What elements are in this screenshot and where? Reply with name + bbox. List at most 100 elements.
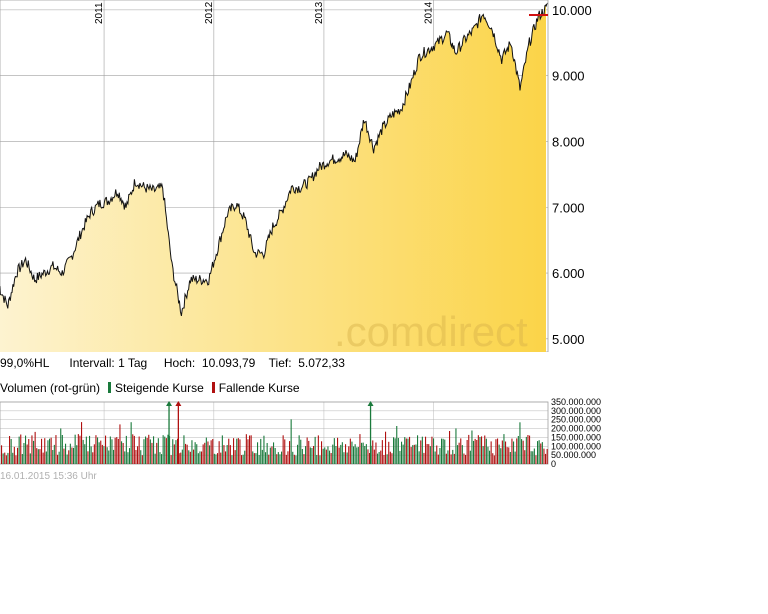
- volume-bar: [268, 454, 270, 464]
- volume-bar: [117, 438, 119, 464]
- volume-bar: [82, 439, 84, 464]
- volume-bar: [514, 451, 516, 464]
- volume-bar: [466, 440, 468, 464]
- volume-bar: [391, 453, 393, 464]
- volume-bar: [241, 455, 243, 464]
- volume-bar: [34, 431, 36, 464]
- volume-bar: [314, 436, 316, 464]
- volume-bar: [380, 450, 382, 464]
- volume-bar: [197, 453, 199, 464]
- volume-bar: [181, 449, 183, 464]
- volume-bar: [74, 434, 76, 464]
- volume-bar: [313, 446, 315, 464]
- volume-bar: [173, 444, 175, 464]
- volume-tick-labels: 350.000.000300.000.000250.000.000200.000…: [551, 398, 601, 468]
- volume-bar: [365, 444, 367, 464]
- price-area: [0, 4, 547, 352]
- volume-bar: [154, 453, 156, 464]
- volume-bar: [61, 435, 63, 464]
- volume-bar: [31, 435, 33, 464]
- volume-bar: [79, 435, 81, 464]
- volume-bar: [93, 444, 95, 464]
- volume-bar: [2, 453, 4, 464]
- volume-bar: [546, 449, 548, 464]
- volume-bar: [77, 434, 79, 464]
- volume-bar: [433, 438, 435, 464]
- volume-bar: [461, 445, 463, 464]
- volume-bar: [353, 446, 355, 464]
- volume-bar: [409, 436, 411, 464]
- volume-bar: [89, 435, 91, 464]
- y-tick-label: 5.000: [552, 332, 585, 347]
- volume-bar: [149, 439, 151, 464]
- volume-bar: [276, 454, 278, 464]
- volume-bar: [165, 438, 167, 464]
- volume-bar: [498, 444, 500, 464]
- volume-bar: [281, 451, 283, 464]
- volume-bar: [133, 435, 135, 464]
- low-value: 5.072,33: [298, 356, 345, 370]
- volume-bar: [196, 444, 198, 464]
- volume-bar: [533, 448, 535, 464]
- volume-bar: [135, 450, 137, 464]
- volume-bar: [465, 454, 467, 464]
- volume-bar: [269, 447, 271, 464]
- volume-bar: [183, 435, 185, 464]
- volume-bar: [36, 448, 38, 464]
- volume-bar: [39, 449, 41, 464]
- volume-bar: [199, 451, 201, 464]
- volume-bar: [143, 439, 145, 464]
- volume-bar: [71, 447, 73, 464]
- volume-bar: [146, 438, 148, 464]
- volume-bar: [364, 446, 366, 464]
- volume-bar: [442, 438, 444, 464]
- volume-bar: [81, 422, 83, 464]
- volume-bar: [295, 455, 297, 464]
- volume-bar: [362, 442, 364, 464]
- volume-bar: [217, 453, 219, 464]
- volume-bar: [156, 442, 158, 464]
- volume-bar: [412, 445, 414, 464]
- volume-bar: [527, 435, 529, 464]
- volume-bar: [138, 436, 140, 464]
- volume-bar: [261, 449, 263, 464]
- volume-bar: [37, 449, 39, 464]
- falling-swatch: [211, 382, 215, 393]
- volume-bar: [415, 444, 417, 464]
- volume-bar: [109, 436, 111, 464]
- volume-bar: [327, 446, 329, 464]
- volume-bar: [354, 444, 356, 464]
- volume-overflow-arrow: [166, 401, 173, 406]
- volume-bar: [244, 450, 246, 464]
- volume-bar: [116, 437, 118, 464]
- volume-bar: [125, 435, 127, 464]
- volume-bar: [452, 449, 454, 464]
- volume-bar: [257, 442, 259, 464]
- volume-bar: [356, 447, 358, 464]
- volume-bar: [508, 447, 510, 464]
- volume-bar: [73, 447, 75, 464]
- price-frame: [0, 0, 549, 352]
- volume-bar: [148, 434, 150, 464]
- volume-bar: [477, 435, 479, 464]
- volume-bar: [17, 447, 19, 464]
- volume-bar: [103, 446, 105, 464]
- volume-bar: [193, 449, 195, 464]
- volume-bar: [375, 442, 377, 464]
- volume-bar: [285, 454, 287, 464]
- volume-bar: [343, 452, 345, 464]
- volume-bar: [501, 440, 503, 464]
- volume-bar: [50, 437, 52, 464]
- volume-bar: [23, 443, 25, 464]
- volume-bar: [177, 438, 179, 464]
- volume-bar: [175, 440, 177, 464]
- volume-bar: [330, 453, 332, 464]
- volume-bar: [340, 444, 342, 464]
- volume-bar: [66, 454, 68, 464]
- volume-legend: Volumen (rot-grün) Steigende Kurse Fallend…: [0, 381, 300, 395]
- volume-bar: [519, 422, 521, 464]
- volume-bar: [529, 435, 531, 464]
- volume-bar: [49, 438, 51, 464]
- volume-bar: [338, 447, 340, 464]
- volume-bar: [324, 447, 326, 464]
